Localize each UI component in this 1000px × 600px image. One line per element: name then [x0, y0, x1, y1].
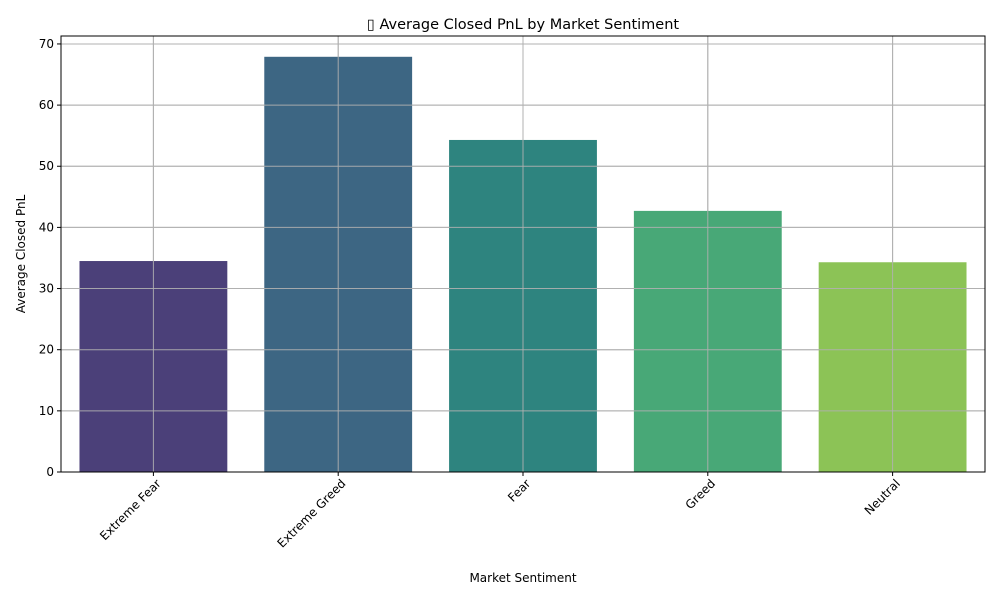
- y-tick-label: 40: [39, 220, 54, 234]
- y-tick-label: 0: [46, 465, 54, 479]
- y-tick-label: 50: [39, 159, 54, 173]
- y-tick-label: 60: [39, 98, 54, 112]
- y-axis-ticks: 0 10 20 30 40 50 60 70: [39, 37, 61, 479]
- y-tick-label: 10: [39, 404, 54, 418]
- chart-title: ▯ Average Closed PnL by Market Sentiment: [367, 17, 680, 33]
- x-gridlines-overlay: [152, 36, 894, 472]
- y-axis-title: Average Closed PnL: [14, 194, 28, 313]
- y-tick-label: 20: [39, 343, 54, 357]
- y-tick-label: 70: [39, 37, 54, 51]
- x-axis-title: Market Sentiment: [469, 571, 576, 585]
- y-tick-label: 30: [39, 282, 54, 296]
